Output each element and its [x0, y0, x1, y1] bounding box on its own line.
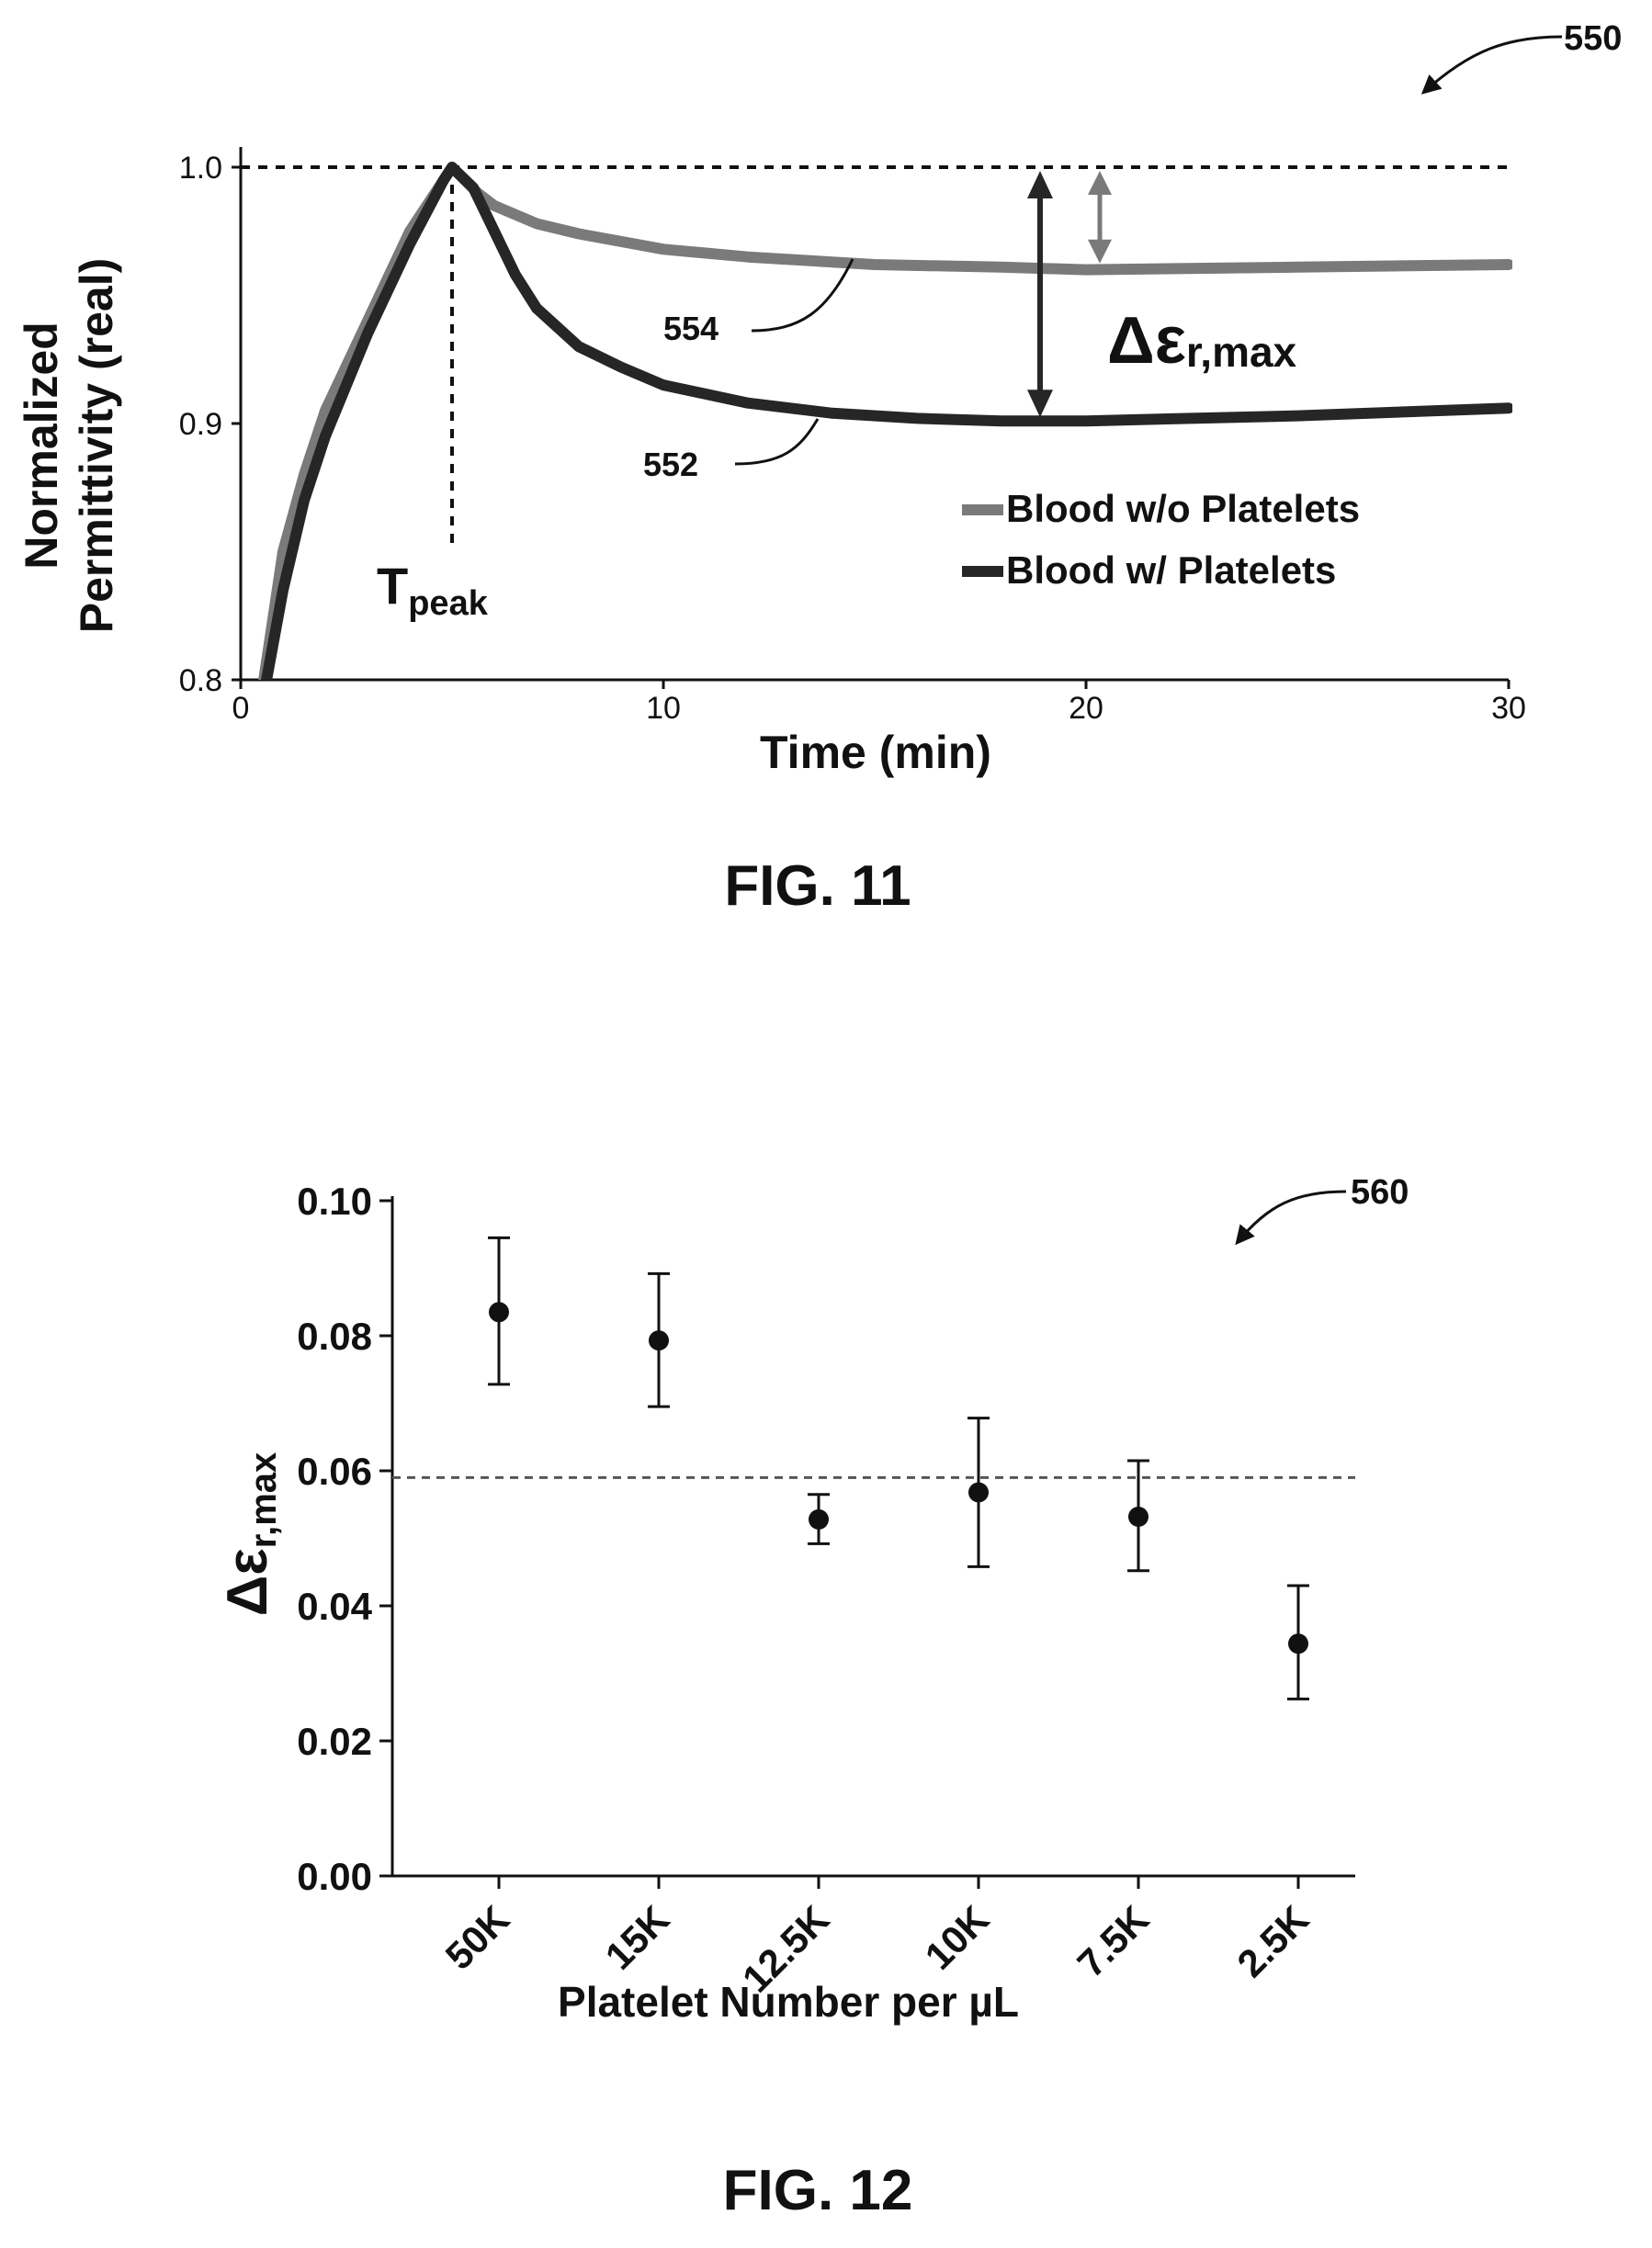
- ref-550-arrow: [1420, 35, 1563, 95]
- fig12-data-points: [488, 1236, 1309, 1700]
- fig11-legend: Blood w/o Platelets Blood w/ Platelets: [962, 487, 1360, 592]
- figure-12: 560 0.000.020.040.060.080.10 50K 15K 12.5K…: [216, 1173, 1409, 2222]
- fig11-y-tick-label: 1.0: [179, 151, 222, 186]
- fig12-x-tick-label: 15K: [597, 1897, 678, 1978]
- fig11-y-tick-label: 0.9: [179, 407, 222, 442]
- data-point: [649, 1330, 669, 1351]
- delta-epsilon-label: Δεr,max: [1107, 304, 1297, 378]
- legend-label-with-platelets: Blood w/ Platelets: [1006, 548, 1336, 592]
- data-point: [489, 1302, 509, 1323]
- fig12-x-tick-label: 7.5K: [1069, 1897, 1157, 1985]
- fig12-caption: FIG. 12: [723, 2159, 913, 2222]
- fig12-y-tick-labels: 0.00 0.02 0.04 0.06 0.08 0.10: [297, 1180, 392, 1898]
- dark-arrowhead-bottom: [1027, 390, 1053, 418]
- series-line-without-platelets: [258, 162, 1512, 680]
- fig11-y-tick-label: 0.8: [179, 663, 222, 698]
- fig11-x-axis-title: Time (min): [760, 727, 991, 778]
- ref-554-leader: [751, 258, 854, 333]
- fig11-series-group: [258, 162, 1512, 680]
- fig11-x-tick-label: 10: [646, 691, 681, 726]
- series-line-with-platelets: [261, 162, 1512, 680]
- fig11-x-tick-label: 30: [1491, 691, 1526, 726]
- ref-550-label: 550: [1564, 19, 1622, 58]
- fig11-y-axis-title-line1: Normalized: [16, 322, 67, 570]
- fig12-y-axis-title: Δεr,max: [216, 1452, 284, 1617]
- fig11-x-tick-labels: 0 10 20 30: [232, 680, 1526, 726]
- fig11-y-tick-labels: 0.8 0.9 1.0: [179, 151, 241, 698]
- data-point: [809, 1508, 829, 1530]
- fig11-caption: FIG. 11: [724, 854, 911, 918]
- fig12-x-tick-label: 50K: [437, 1897, 518, 1978]
- fig11-x-tick-label: 20: [1069, 691, 1103, 726]
- fig12-y-tick-label: 0.06: [297, 1450, 372, 1493]
- light-arrowhead-bottom: [1088, 239, 1112, 264]
- data-point: [1288, 1633, 1308, 1655]
- fig12-x-axis-title: Platelet Number per µL: [558, 1978, 1019, 2026]
- ref-552-leader: [734, 418, 820, 466]
- data-point: [968, 1482, 989, 1503]
- delta-epsilon-arrowheads: [1027, 171, 1112, 418]
- light-arrowhead-top: [1088, 171, 1112, 195]
- ref-554-label: 554: [663, 310, 719, 347]
- data-point: [1128, 1506, 1148, 1527]
- fig12-y-tick-label: 0.02: [297, 1720, 372, 1763]
- ref-552-label: 552: [643, 446, 698, 483]
- fig12-x-tick-label: 10K: [917, 1897, 998, 1978]
- fig12-y-tick-label: 0.04: [297, 1585, 372, 1628]
- fig11-x-tick-label: 0: [232, 691, 250, 726]
- legend-label-without-platelets: Blood w/o Platelets: [1006, 487, 1360, 530]
- fig12-x-tick-label: 2.5K: [1228, 1897, 1317, 1985]
- fig11-y-axis-title-line2: Permittivity (real): [71, 258, 122, 633]
- dark-arrowhead-top: [1027, 171, 1053, 198]
- ref-560-label: 560: [1351, 1173, 1409, 1212]
- tpeak-label: Tpeak: [377, 557, 489, 623]
- fig12-y-tick-label: 0.10: [297, 1180, 372, 1223]
- fig12-y-tick-label: 0.00: [297, 1855, 372, 1898]
- ref-560-arrow: [1235, 1190, 1347, 1246]
- figure-11: 550 0.80.91.0 0 10 20 30 Δεr,max Tpeak 554 …: [16, 19, 1622, 918]
- fig12-y-tick-label: 0.08: [297, 1315, 372, 1358]
